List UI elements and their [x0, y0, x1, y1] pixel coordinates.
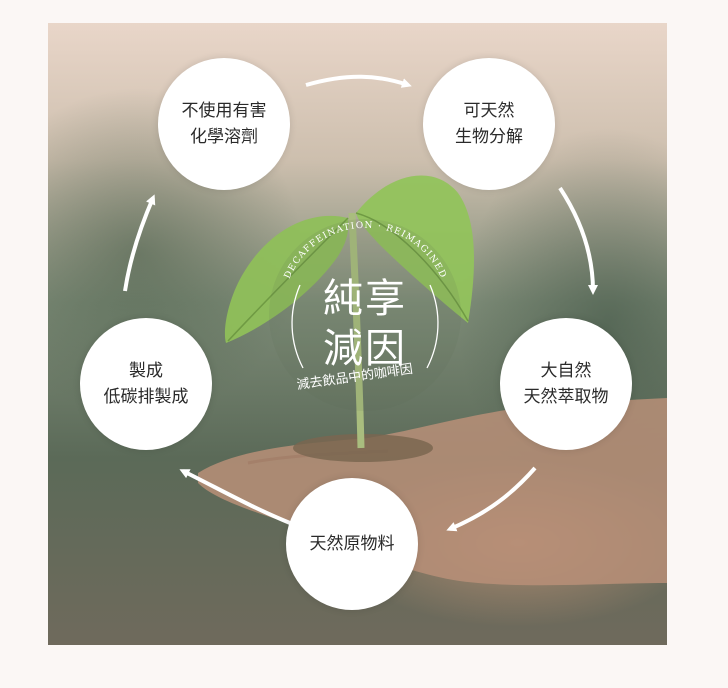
node-line: 製成	[129, 361, 163, 381]
node-line: 化學溶劑	[190, 127, 258, 147]
sprout-stem	[348, 212, 365, 449]
arrow-right-upper	[558, 186, 598, 295]
emblem-title-line2: 減因	[323, 326, 407, 372]
node-line: 天然原物料	[309, 534, 395, 554]
cycle-node-no-chemicals: 不使用有害 化學溶劑	[158, 58, 290, 190]
arrow-left-lower	[179, 469, 291, 525]
node-line: 天然萃取物	[523, 387, 609, 407]
emblem-title-line1: 純享	[323, 276, 407, 322]
node-line: 低碳排製成	[103, 387, 189, 407]
node-line: 生物分解	[455, 127, 523, 147]
cycle-node-natural-extract: 大自然 天然萃取物	[500, 318, 632, 450]
node-line: 大自然	[540, 361, 592, 381]
node-line: 可天然	[463, 101, 515, 121]
node-line: 不使用有害	[181, 101, 267, 121]
cycle-node-natural-materials: 天然原物料	[286, 478, 418, 610]
arrow-right-lower	[446, 466, 537, 532]
cycle-node-low-carbon: 製成 低碳排製成	[80, 318, 212, 450]
arrow-left-upper	[123, 194, 156, 292]
emblem-circle	[269, 219, 461, 411]
arrow-top	[305, 74, 412, 88]
cycle-node-biodegradable: 可天然 生物分解	[423, 58, 555, 190]
soil-mound	[293, 434, 433, 462]
diagram-background: DECAFFEINATION · REIMAGINED 純享 減因 減去飲品中的…	[48, 23, 667, 645]
